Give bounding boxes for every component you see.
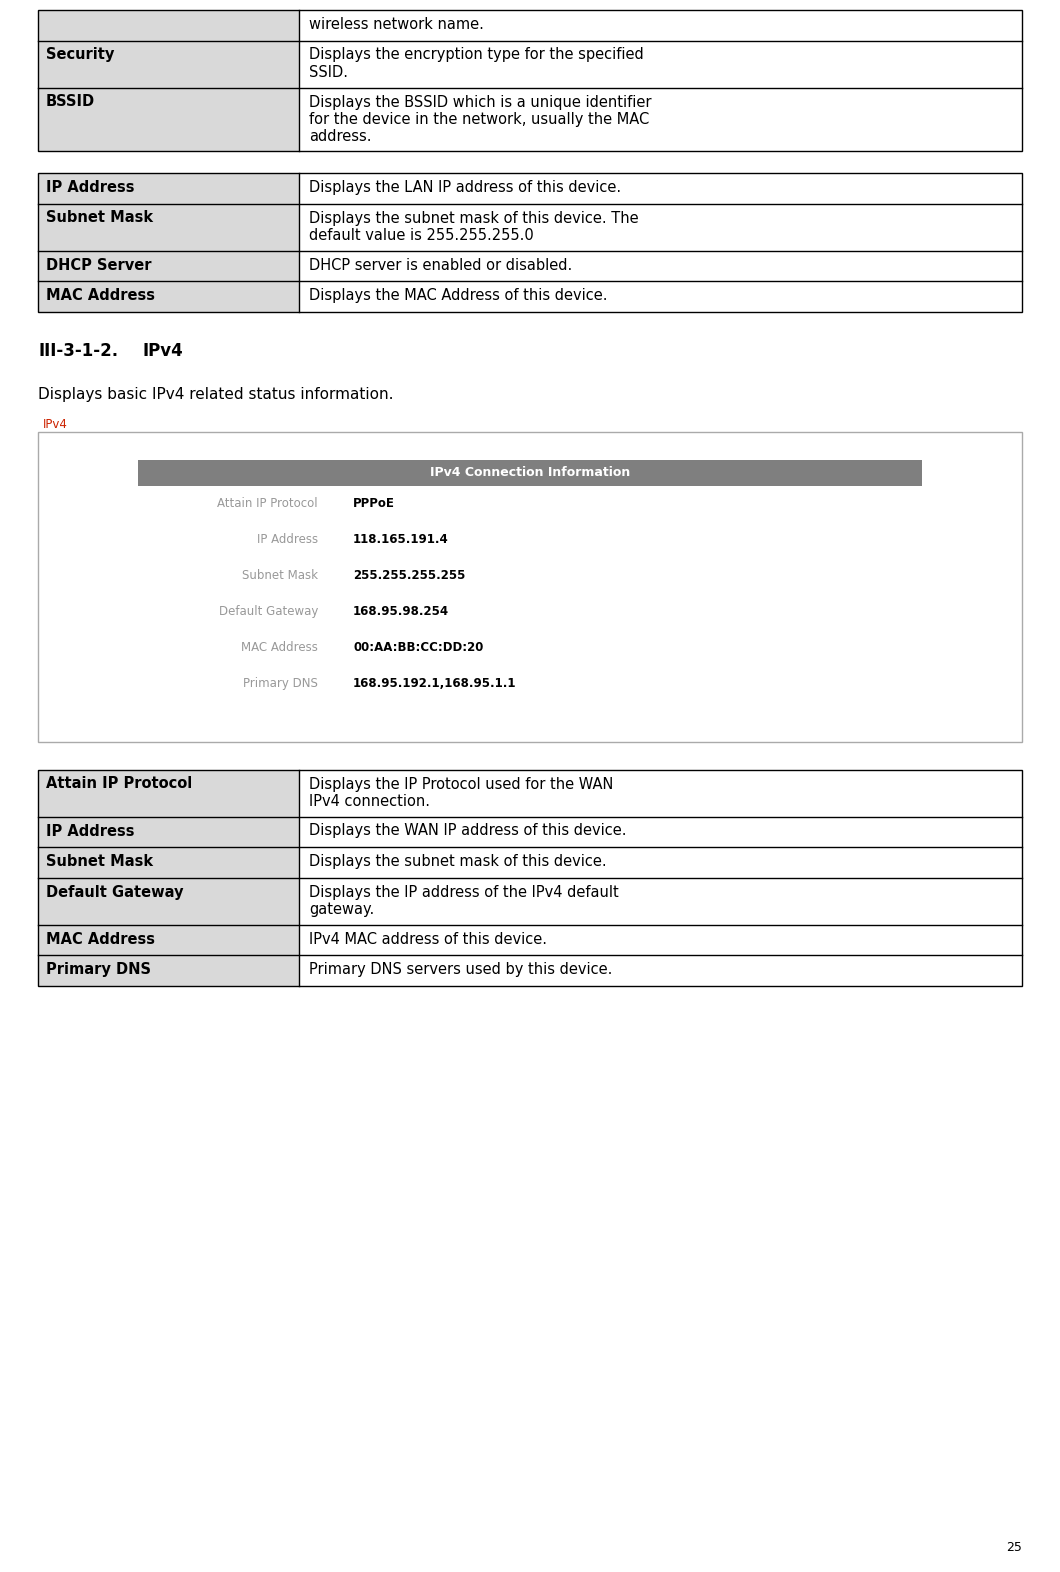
Bar <box>38 847 299 877</box>
Bar <box>38 41 299 88</box>
Bar <box>38 924 299 956</box>
Text: IPv4 Connection Information: IPv4 Connection Information <box>430 465 630 479</box>
Text: DHCP Server: DHCP Server <box>46 258 152 272</box>
Text: IP Address: IP Address <box>46 824 135 838</box>
Text: Displays the LAN IP address of this device.: Displays the LAN IP address of this devi… <box>308 181 621 195</box>
Text: Subnet Mask: Subnet Mask <box>242 569 318 582</box>
Text: Displays the MAC Address of this device.: Displays the MAC Address of this device. <box>308 288 607 303</box>
Bar <box>299 956 1022 986</box>
Text: Default Gateway: Default Gateway <box>46 885 183 899</box>
Text: Security: Security <box>46 47 114 63</box>
Text: Displays the encryption type for the specified
SSID.: Displays the encryption type for the spe… <box>308 47 643 80</box>
Bar <box>299 877 1022 924</box>
Text: PPPoE: PPPoE <box>353 497 395 509</box>
Bar <box>299 173 1022 203</box>
Text: 168.95.192.1,168.95.1.1: 168.95.192.1,168.95.1.1 <box>353 678 516 690</box>
Bar <box>299 924 1022 956</box>
Text: BSSID: BSSID <box>46 94 95 110</box>
Text: Attain IP Protocol: Attain IP Protocol <box>46 777 192 791</box>
Bar <box>38 9 1022 151</box>
Text: IPv4: IPv4 <box>143 341 183 360</box>
Text: 168.95.98.254: 168.95.98.254 <box>353 605 449 618</box>
Bar <box>38 173 1022 311</box>
Text: Primary DNS: Primary DNS <box>46 962 151 978</box>
Bar <box>299 847 1022 877</box>
Bar <box>38 281 299 311</box>
Bar <box>38 816 299 847</box>
Text: Displays basic IPv4 related status information.: Displays basic IPv4 related status infor… <box>38 388 393 402</box>
Text: MAC Address: MAC Address <box>241 641 318 654</box>
Bar <box>299 770 1022 816</box>
Bar <box>38 877 299 924</box>
Bar <box>299 9 1022 41</box>
Bar <box>38 250 299 281</box>
Bar <box>38 770 1022 986</box>
Bar <box>38 203 299 250</box>
Text: Displays the WAN IP address of this device.: Displays the WAN IP address of this devi… <box>308 824 626 838</box>
Text: Primary DNS: Primary DNS <box>243 678 318 690</box>
Text: IPv4: IPv4 <box>43 418 68 431</box>
Text: 118.165.191.4: 118.165.191.4 <box>353 533 448 545</box>
Bar <box>299 41 1022 88</box>
Text: Displays the subnet mask of this device. The
default value is 255.255.255.0: Displays the subnet mask of this device.… <box>308 211 638 244</box>
Text: Displays the subnet mask of this device.: Displays the subnet mask of this device. <box>308 854 606 869</box>
Text: 00:AA:BB:CC:DD:20: 00:AA:BB:CC:DD:20 <box>353 641 483 654</box>
Text: Displays the IP Protocol used for the WAN
IPv4 connection.: Displays the IP Protocol used for the WA… <box>308 777 613 810</box>
Bar <box>299 281 1022 311</box>
Text: Attain IP Protocol: Attain IP Protocol <box>217 497 318 509</box>
Bar <box>38 770 299 816</box>
Text: IP Address: IP Address <box>46 181 135 195</box>
Text: III-3-1-2.: III-3-1-2. <box>38 341 118 360</box>
Text: wireless network name.: wireless network name. <box>308 17 483 31</box>
Text: Displays the IP address of the IPv4 default
gateway.: Displays the IP address of the IPv4 defa… <box>308 885 619 916</box>
Bar <box>38 173 299 203</box>
Text: 25: 25 <box>1006 1541 1022 1555</box>
Bar <box>38 431 1022 742</box>
Text: IPv4 MAC address of this device.: IPv4 MAC address of this device. <box>308 932 547 946</box>
Text: Primary DNS servers used by this device.: Primary DNS servers used by this device. <box>308 962 612 978</box>
Text: MAC Address: MAC Address <box>46 288 155 303</box>
Bar <box>38 9 299 41</box>
Text: Displays the BSSID which is a unique identifier
for the device in the network, u: Displays the BSSID which is a unique ide… <box>308 94 651 145</box>
Bar <box>299 88 1022 151</box>
Text: MAC Address: MAC Address <box>46 932 155 946</box>
Bar <box>38 88 299 151</box>
Text: DHCP server is enabled or disabled.: DHCP server is enabled or disabled. <box>308 258 572 272</box>
Text: Subnet Mask: Subnet Mask <box>46 211 153 225</box>
Text: Default Gateway: Default Gateway <box>218 605 318 618</box>
Bar <box>299 203 1022 250</box>
Bar <box>138 459 922 486</box>
Bar <box>38 956 299 986</box>
Text: IP Address: IP Address <box>257 533 318 545</box>
Bar <box>299 250 1022 281</box>
Bar <box>299 816 1022 847</box>
Text: Subnet Mask: Subnet Mask <box>46 854 153 869</box>
Text: 255.255.255.255: 255.255.255.255 <box>353 569 465 582</box>
